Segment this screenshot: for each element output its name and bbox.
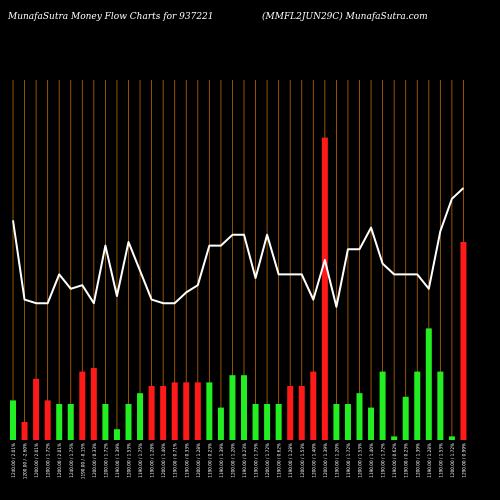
x-tick-label: 1190.00 / 0.23% bbox=[242, 443, 247, 478]
money-flow-bar bbox=[298, 386, 305, 440]
money-flow-bar bbox=[113, 429, 120, 440]
x-tick-label: 1190.00 / 1.53% bbox=[438, 443, 443, 478]
money-flow-line-path bbox=[12, 187, 465, 308]
x-tick-labels: 1240.00 / 2.01% 1200.00 / -2.60% 1200.00 /… bbox=[11, 443, 466, 479]
money-flow-bar bbox=[33, 378, 40, 440]
x-tick-label: 1200.00 / 1.53% bbox=[127, 443, 132, 478]
money-flow-bar bbox=[287, 386, 294, 440]
x-tick-label: 1200.00 / 2.01% bbox=[57, 443, 62, 478]
money-flow-bar bbox=[241, 375, 247, 440]
x-tick-label: 1190.00 / 1.75% bbox=[254, 443, 259, 478]
money-flow-bar bbox=[21, 422, 28, 440]
money-flow-bar bbox=[333, 404, 340, 440]
x-tick-label: 1190.00 / 0.62% bbox=[277, 443, 282, 478]
x-tick-label: 1240.00 / 1.75% bbox=[69, 443, 74, 478]
x-tick-label: 1190.00 / 1.39% bbox=[219, 443, 224, 478]
x-tick-label: 1190.00 / 1.28% bbox=[427, 443, 432, 478]
money-flow-bar bbox=[460, 242, 467, 440]
x-tick-label: 1190.00 / 1.40% bbox=[369, 443, 374, 478]
x-tick-label: 1200.00 / 1.39% bbox=[323, 443, 328, 478]
x-tick-label: 1200.00 / 1.53% bbox=[300, 443, 305, 478]
x-tick-label: 1190.00 / 0.71% bbox=[173, 443, 178, 478]
x-tick-label: 1190.00 / 0.23% bbox=[207, 443, 212, 478]
x-tick-label: 1200.00 / 1.40% bbox=[311, 443, 316, 478]
money-flow-bar bbox=[148, 386, 155, 440]
x-tick-label: 1190.00 / 1.20% bbox=[334, 443, 339, 478]
money-flow-bar bbox=[44, 400, 51, 440]
money-flow-line bbox=[12, 187, 465, 308]
money-flow-bar bbox=[321, 137, 328, 440]
money-flow-bar bbox=[368, 407, 375, 440]
x-tick-label: 1200.00 / 1.20% bbox=[230, 443, 235, 478]
money-flow-bar bbox=[56, 404, 63, 440]
chart-title-right: (MMFL2JUN29C) MunafaSutra.com bbox=[262, 12, 428, 22]
grid-lines bbox=[12, 80, 464, 440]
x-tick-label: 1240.00 / 2.01% bbox=[11, 443, 16, 478]
money-flow-bar bbox=[206, 382, 213, 440]
x-tick-label: 1200.00 / 1.28% bbox=[196, 443, 201, 478]
money-flow-bar bbox=[171, 382, 178, 440]
money-flow-bars bbox=[10, 137, 467, 440]
money-flow-bar bbox=[379, 371, 386, 440]
money-flow-bar bbox=[160, 386, 167, 440]
money-flow-bar bbox=[310, 371, 317, 440]
x-tick-label: 1190.00 / 1.72% bbox=[346, 443, 351, 478]
x-tick-label: 1190.00 / 0.23% bbox=[404, 443, 409, 478]
money-flow-bar bbox=[391, 436, 398, 440]
money-flow-bar bbox=[425, 328, 432, 440]
money-flow-bar bbox=[217, 407, 224, 440]
money-flow-bar bbox=[344, 404, 351, 440]
x-tick-label: 1290.00 / 0.99% bbox=[461, 443, 466, 478]
x-tick-label: 1190.00 / 1.28% bbox=[288, 443, 293, 478]
x-tick-label: 1190.00 / -0.15% bbox=[80, 443, 85, 479]
money-flow-bar bbox=[90, 368, 97, 440]
x-tick-label: 1200.00 / 2.01% bbox=[34, 443, 39, 478]
x-tick-label: 1200.00 / 1.72% bbox=[450, 443, 455, 478]
x-tick-label: 1190.00 / 1.72% bbox=[381, 443, 386, 478]
money-flow-bar bbox=[402, 396, 409, 440]
money-flow-bar bbox=[229, 375, 236, 440]
x-tick-label: 1190.00 / 0.62% bbox=[392, 443, 397, 478]
money-flow-bar bbox=[275, 404, 282, 440]
x-tick-label: 1190.00 / 0.33% bbox=[184, 443, 189, 478]
x-tick-label: 1190.00 / 1.28% bbox=[150, 443, 155, 478]
x-tick-label: 1200.00 / 1.72% bbox=[46, 443, 51, 478]
x-tick-label: 1200.00 / -2.60% bbox=[23, 443, 28, 479]
money-flow-bar bbox=[183, 382, 190, 440]
money-flow-bar bbox=[356, 393, 363, 440]
x-tick-label: 1190.00 / 1.75% bbox=[138, 443, 143, 478]
money-flow-bar bbox=[414, 371, 421, 440]
x-tick-label: 1200.00 / 1.39% bbox=[415, 443, 420, 478]
x-tick-label: 1200.00 / 1.72% bbox=[265, 443, 270, 478]
money-flow-bar bbox=[448, 436, 455, 440]
money-flow-bar bbox=[252, 404, 259, 440]
x-tick-label: 1190.00 / 1.39% bbox=[115, 443, 120, 478]
money-flow-bar bbox=[194, 382, 201, 440]
money-flow-bar bbox=[67, 404, 74, 440]
money-flow-bar bbox=[79, 371, 86, 440]
x-tick-label: 1200.00 / 1.72% bbox=[103, 443, 108, 478]
money-flow-bar bbox=[264, 404, 271, 440]
x-tick-label: 1200.00 / 0.33% bbox=[92, 443, 97, 478]
money-flow-bar bbox=[125, 404, 132, 440]
money-flow-bar bbox=[137, 393, 144, 440]
money-flow-bar bbox=[102, 404, 109, 440]
chart-title-left: MunafaSutra Money Flow Charts for 937221 bbox=[8, 12, 214, 22]
x-tick-label: 1200.00 / 1.40% bbox=[161, 443, 166, 478]
money-flow-bar bbox=[437, 371, 444, 440]
money-flow-bar bbox=[10, 400, 16, 440]
x-tick-label: 1200.00 / 1.53% bbox=[358, 443, 363, 478]
